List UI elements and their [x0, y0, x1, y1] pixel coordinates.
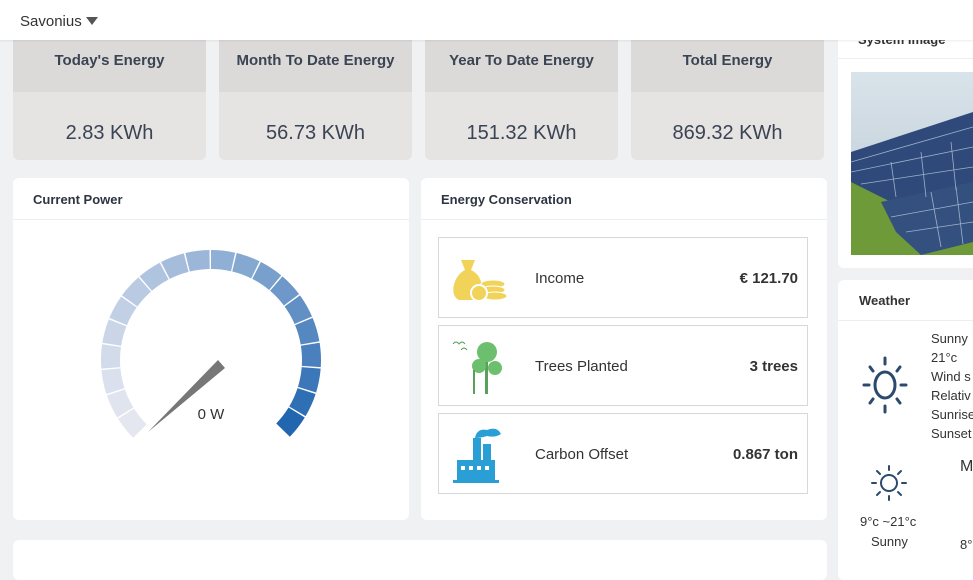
weather-line: Sunrise — [931, 407, 973, 422]
gauge-segment — [252, 261, 282, 290]
forecast-range: 9°c ~21°c — [860, 514, 917, 529]
top-bar: Savonius — [0, 0, 973, 40]
weather-line: 21°c — [931, 350, 958, 365]
gauge-segment — [232, 253, 260, 279]
gauge-segment — [211, 250, 236, 272]
forecast-label: M — [960, 458, 973, 475]
stat-card: Total Energy 869.32 KWh — [631, 20, 824, 160]
current-power-card: Current Power 0 W — [13, 178, 409, 520]
card-title: Energy Conservation — [441, 192, 572, 207]
row-label: Income — [535, 270, 585, 287]
gauge-segment — [101, 368, 125, 394]
weather-line: Relativ — [931, 388, 971, 403]
gauge-segment — [122, 277, 151, 307]
gauge-segment — [109, 296, 137, 326]
gauge-needle — [148, 360, 225, 432]
conservation-row: Income € 121.70 — [438, 237, 808, 318]
separator — [13, 219, 409, 220]
gauge-segment — [161, 253, 189, 279]
gauge-segment — [284, 295, 313, 325]
weather-line: Sunny — [931, 331, 968, 346]
income-icon — [453, 260, 508, 302]
site-selector[interactable]: Savonius — [20, 13, 82, 30]
weather-card: Weather Sunny 21°c Wind s Relativ Sunris… — [838, 280, 973, 580]
gauge-segment — [289, 388, 316, 417]
row-value: 3 trees — [749, 358, 798, 375]
system-image-card: System Image — [838, 10, 973, 268]
gauge-segment — [139, 262, 169, 291]
energy-conservation-card: Energy Conservation Income € 121.70 Tree… — [421, 178, 827, 520]
weather-line: Wind s — [931, 369, 971, 384]
gauge-segment — [102, 319, 127, 346]
gauge-segment — [185, 250, 210, 272]
gauge-segment — [295, 317, 320, 345]
dropdown-caret[interactable] — [86, 17, 98, 26]
reports-card — [13, 540, 827, 580]
separator — [421, 219, 827, 220]
gauge-segment — [118, 408, 147, 438]
gauge-segment — [270, 276, 300, 306]
separator — [838, 58, 973, 59]
weather-line: Sunset — [931, 426, 972, 441]
gauge: 0 W — [101, 250, 321, 438]
forecast-range: 8° — [960, 537, 973, 552]
system-image — [851, 72, 973, 255]
weather-icon — [862, 356, 908, 414]
conservation-row: Trees Planted 3 trees — [438, 325, 808, 406]
conservation-row: Carbon Offset 0.867 ton — [438, 413, 808, 494]
gauge-segment — [276, 407, 305, 437]
forecast-icon — [871, 465, 907, 501]
forecast-condition: Sunny — [871, 534, 908, 549]
stat-card: Today's Energy 2.83 KWh — [13, 20, 206, 160]
row-label: Trees Planted — [535, 358, 628, 375]
row-label: Carbon Offset — [535, 446, 629, 463]
card-title: Current Power — [33, 192, 123, 207]
stat-value: 869.32 KWh — [672, 122, 783, 144]
stat-value: 56.73 KWh — [266, 122, 365, 144]
card-title: Weather — [859, 293, 911, 308]
gauge-segment — [101, 344, 121, 369]
gauge-segment — [300, 342, 321, 368]
stat-value: 151.32 KWh — [466, 122, 577, 144]
trees-icon — [452, 341, 502, 394]
carbon-icon — [453, 428, 501, 483]
gauge-segment — [297, 367, 321, 393]
row-value: 0.867 ton — [732, 446, 798, 463]
gauge-segment — [106, 389, 134, 418]
row-value: € 121.70 — [739, 270, 798, 287]
separator — [838, 320, 973, 321]
gauge-reading: 0 W — [198, 406, 226, 423]
stat-value: 2.83 KWh — [65, 122, 154, 144]
stat-card: Year To Date Energy 151.32 KWh — [425, 20, 618, 160]
stat-card: Month To Date Energy 56.73 KWh — [219, 20, 412, 160]
